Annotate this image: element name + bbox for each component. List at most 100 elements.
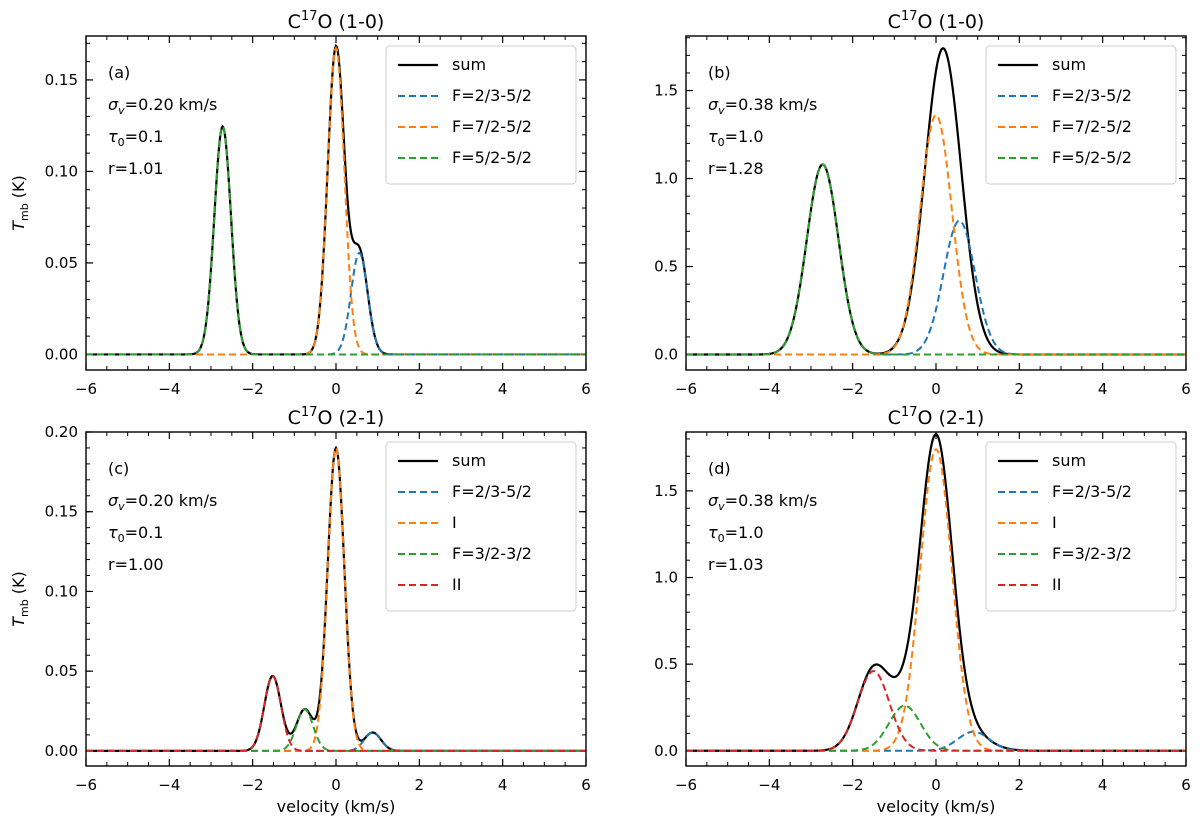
legend-entry: F=2/3-5/2 xyxy=(1052,86,1132,105)
curves xyxy=(686,432,1186,752)
tau-param: τ0=1.0 xyxy=(708,523,764,545)
sigma-param: σv=0.38 km/s xyxy=(708,95,817,117)
legend-entry: I xyxy=(1052,513,1057,532)
x-tick-label: 6 xyxy=(1181,776,1191,794)
x-tick-label: −2 xyxy=(842,380,864,398)
y-axis-label: Tmb (K) xyxy=(9,175,31,231)
tau-param: τ0=0.1 xyxy=(108,127,164,149)
y-tick-label: 1.5 xyxy=(654,82,678,100)
x-tick-label: −2 xyxy=(242,380,264,398)
x-tick-label: 4 xyxy=(498,776,508,794)
legend-entry: F=5/2-5/2 xyxy=(1052,148,1132,167)
legend-frame xyxy=(985,441,1177,612)
y-tick-label: 0.05 xyxy=(45,254,78,272)
chart-title: C17O (2-1) xyxy=(888,405,985,429)
legend-entry: F=3/2-3/2 xyxy=(452,544,532,563)
legend-entry: sum xyxy=(452,451,486,470)
x-tick-label: 0 xyxy=(331,380,341,398)
legend-entry: I xyxy=(452,513,457,532)
x-tick-label: 2 xyxy=(415,380,425,398)
component-line-3 xyxy=(686,704,1186,752)
x-tick-label: −6 xyxy=(75,380,97,398)
y-tick-label: 1.0 xyxy=(654,569,678,587)
legend-frame xyxy=(385,45,577,185)
component-line-1 xyxy=(686,219,1186,356)
chart-title: C17O (1-0) xyxy=(288,9,385,33)
y-tick-label: 0.20 xyxy=(45,423,78,441)
component-line-1 xyxy=(686,730,1186,752)
chart-title: C17O (1-0) xyxy=(888,9,985,33)
x-tick-label: −4 xyxy=(158,776,180,794)
y-tick-label: 0.00 xyxy=(45,742,78,760)
curves xyxy=(86,43,586,356)
legend-entry: sum xyxy=(1052,451,1086,470)
axes-frame xyxy=(685,35,1187,371)
legend-entry: F=3/2-3/2 xyxy=(1052,544,1132,563)
legend: sum F=2/3-5/2 F=7/2-5/2 F=5/2-5/2 xyxy=(385,45,577,185)
y-tick-label: 0.00 xyxy=(45,345,78,363)
curves xyxy=(686,47,1186,356)
legend-entry: F=2/3-5/2 xyxy=(452,86,532,105)
x-tick-label: 2 xyxy=(1015,776,1025,794)
legend-entry: F=5/2-5/2 xyxy=(452,148,532,167)
panel-a: C17O (1-0) −6 −4 −2 0 2 4 6 0.00 0.05 0.10 0.15 Tmb … xyxy=(9,9,591,398)
x-tick-label: 6 xyxy=(1181,380,1191,398)
legend-entry: F=2/3-5/2 xyxy=(1052,482,1132,501)
r-param: r=1.28 xyxy=(708,159,764,178)
x-tick-label: −4 xyxy=(758,380,780,398)
panel-b: C17O (1-0) −6 −4 −2 0 2 4 6 0.0 0.5 1.0 1.5 (b) σv=0.… xyxy=(654,9,1191,398)
x-tick-label: −2 xyxy=(242,776,264,794)
legend: sum F=2/3-5/2 I F=3/2-3/2 II xyxy=(985,441,1177,612)
x-tick-label: −6 xyxy=(675,380,697,398)
legend-entry: sum xyxy=(1052,55,1086,74)
panel-label: (d) xyxy=(708,459,731,478)
y-tick-label: 1.0 xyxy=(654,170,678,188)
r-param: r=1.03 xyxy=(708,555,764,574)
x-axis-label: velocity (km/s) xyxy=(277,797,396,816)
x-tick-label: 0 xyxy=(931,380,941,398)
x-tick-label: −4 xyxy=(758,776,780,794)
legend-entry: F=2/3-5/2 xyxy=(452,482,532,501)
legend: sum F=2/3-5/2 I F=3/2-3/2 II xyxy=(385,441,577,612)
y-tick-label: 1.5 xyxy=(654,482,678,500)
legend: sum F=2/3-5/2 F=7/2-5/2 F=5/2-5/2 xyxy=(985,45,1177,185)
curves xyxy=(86,445,586,752)
component-line-3 xyxy=(86,124,586,356)
axes-frame xyxy=(685,431,1187,767)
y-tick-label: 0.5 xyxy=(654,655,678,673)
x-tick-label: 2 xyxy=(415,776,425,794)
y-tick-label: 0.10 xyxy=(45,582,78,600)
y-tick-label: 0.15 xyxy=(45,503,78,521)
r-param: r=1.01 xyxy=(108,159,164,178)
tau-param: τ0=1.0 xyxy=(708,127,764,149)
sigma-param: σv=0.20 km/s xyxy=(108,95,217,117)
component-line-4 xyxy=(686,670,1186,752)
axes-frame xyxy=(85,431,587,767)
panel-label: (a) xyxy=(108,63,130,82)
panel-d: C17O (2-1) −6 −4 −2 0 2 4 6 0.0 0.5 1.0 1.5 velocity… xyxy=(654,405,1191,816)
x-tick-label: 0 xyxy=(331,776,341,794)
component-line-1 xyxy=(86,251,586,356)
y-tick-label: 0.0 xyxy=(654,742,678,760)
panel-label: (b) xyxy=(708,63,731,82)
axes-frame xyxy=(85,35,587,371)
legend-frame xyxy=(985,45,1177,185)
x-tick-label: −6 xyxy=(675,776,697,794)
legend-entry: F=7/2-5/2 xyxy=(452,117,532,136)
x-tick-label: 2 xyxy=(1015,380,1025,398)
component-line-1 xyxy=(86,731,586,752)
legend-entry: sum xyxy=(452,55,486,74)
x-tick-label: −6 xyxy=(75,776,97,794)
tau-param: τ0=0.1 xyxy=(108,523,164,545)
y-tick-label: 0.05 xyxy=(45,662,78,680)
legend-entry: F=7/2-5/2 xyxy=(1052,117,1132,136)
y-tick-label: 0.5 xyxy=(654,258,678,276)
legend-entry: II xyxy=(452,575,461,594)
chart-title: C17O (2-1) xyxy=(288,405,385,429)
panel-c: C17O (2-1) −6 −4 −2 0 2 4 6 0.00 0.05 0.10 0.15 0.20… xyxy=(9,405,591,816)
x-tick-label: 6 xyxy=(581,776,591,794)
x-tick-label: 4 xyxy=(1098,380,1108,398)
component-line-3 xyxy=(86,708,586,752)
r-param: r=1.00 xyxy=(108,555,164,574)
